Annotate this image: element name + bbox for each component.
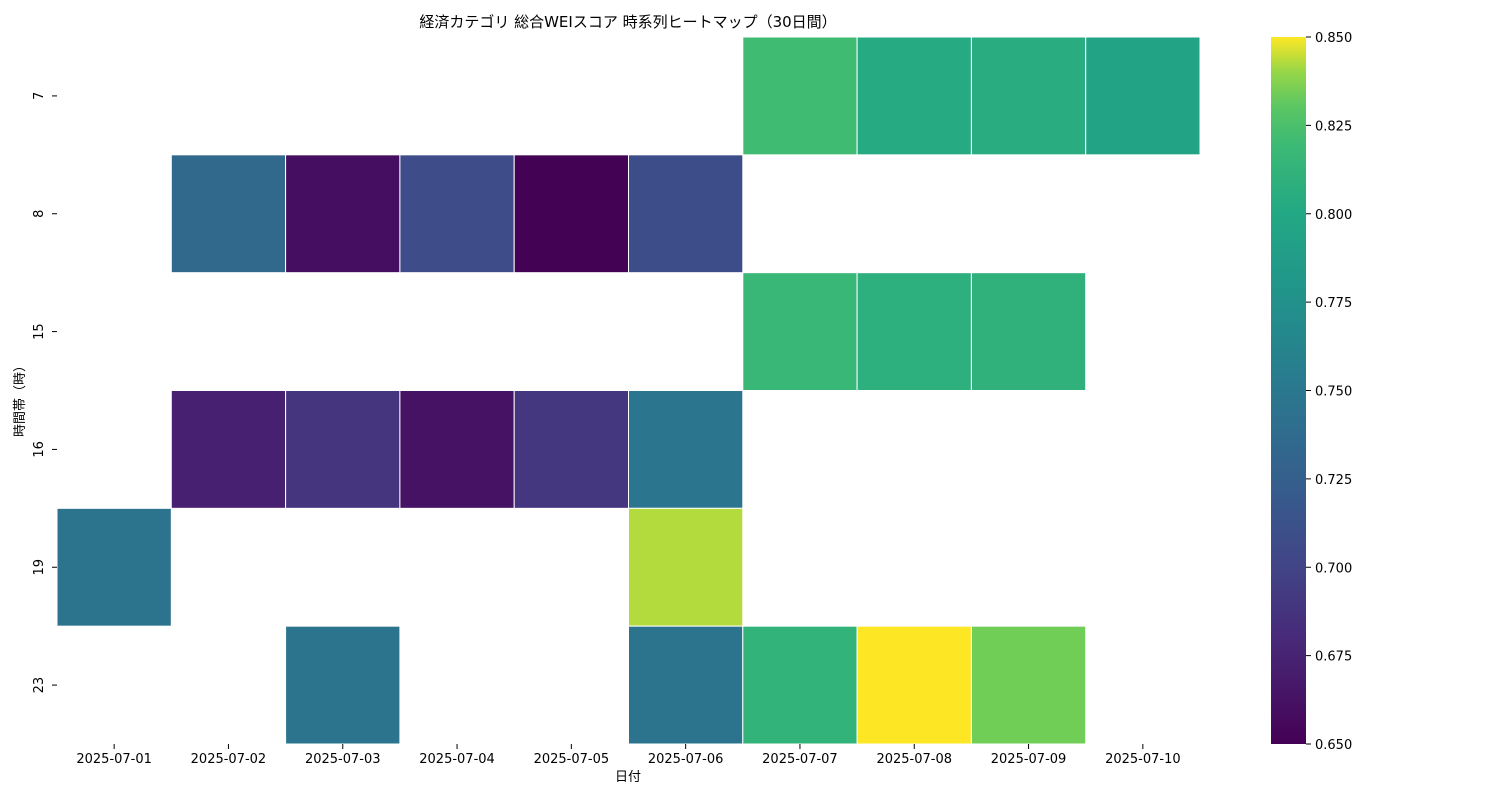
heatmap-cell [970, 625, 1087, 745]
x-tick-label: 2025-07-07 [762, 752, 838, 767]
heatmap-cell [856, 272, 972, 391]
x-tick-label: 2025-07-08 [876, 752, 952, 767]
colorbar-tick-label: 0.750 [1315, 385, 1352, 400]
colorbar-tick-label: 0.700 [1315, 561, 1352, 576]
heatmap-cell [56, 507, 172, 627]
heatmap-cell [513, 154, 630, 274]
y-tick-label: 7 [32, 92, 47, 100]
heatmap-cell [628, 390, 744, 509]
y-axis-ticks: 7 8 15 16 19 23 [32, 92, 57, 694]
heatmap-cell [513, 390, 630, 509]
x-tick-label: 2025-07-04 [419, 752, 495, 767]
heatmap-cell [170, 390, 287, 509]
x-tick-label: 2025-07-01 [76, 752, 152, 767]
colorbar-tick-label: 0.675 [1315, 650, 1352, 665]
y-tick-label: 16 [32, 441, 47, 458]
colorbar-tick-label: 0.725 [1315, 473, 1352, 488]
colorbar-gradient [1271, 37, 1306, 744]
heatmap-cell [170, 154, 287, 274]
heatmap-cell [285, 390, 401, 509]
colorbar-tick-label: 0.825 [1315, 119, 1352, 134]
colorbar-tick-label: 0.775 [1315, 296, 1352, 311]
x-tick-label: 2025-07-05 [534, 752, 610, 767]
heatmap-cell [285, 625, 401, 745]
x-tick-label: 2025-07-03 [305, 752, 381, 767]
heatmap-cell [742, 36, 858, 156]
x-tick-label: 2025-07-06 [648, 752, 724, 767]
x-tick-label: 2025-07-10 [1105, 752, 1181, 767]
heatmap-cell [742, 272, 858, 391]
chart-title: 経済カテゴリ 総合WEIスコア 時系列ヒートマップ（30日間） [419, 13, 836, 31]
y-tick-label: 23 [32, 677, 47, 694]
heatmap-cell [628, 507, 744, 627]
heatmap-cell [1085, 36, 1201, 156]
heatmap-cell [742, 625, 858, 745]
y-tick-label: 15 [32, 323, 47, 340]
heatmap-cell [856, 36, 972, 156]
colorbar-tick-label: 0.800 [1315, 208, 1352, 223]
heatmap-cell [399, 154, 515, 274]
colorbar: 0.650 0.675 0.700 0.725 0.750 0.775 0.800 0.825… [1271, 31, 1352, 753]
colorbar-tick-label: 0.650 [1315, 738, 1352, 753]
heatmap-cell [970, 36, 1087, 156]
colorbar-tick-label: 0.850 [1315, 31, 1352, 46]
heatmap-cell [970, 272, 1087, 391]
x-tick-label: 2025-07-02 [191, 752, 267, 767]
heatmap-cell [628, 625, 744, 745]
heatmap-cells [56, 36, 1201, 745]
x-axis-ticks: 2025-07-01 2025-07-02 2025-07-03 2025-07-04… [76, 744, 1181, 767]
y-axis-label: 時間帯（時） [13, 359, 28, 437]
y-tick-label: 8 [32, 210, 47, 218]
x-axis-label: 日付 [615, 770, 641, 785]
heatmap-cell [628, 154, 744, 274]
heatmap-cell [856, 625, 972, 745]
y-tick-label: 19 [32, 559, 47, 576]
heatmap-cell [285, 154, 401, 274]
x-tick-label: 2025-07-09 [991, 752, 1067, 767]
heatmap-cell [399, 390, 515, 509]
